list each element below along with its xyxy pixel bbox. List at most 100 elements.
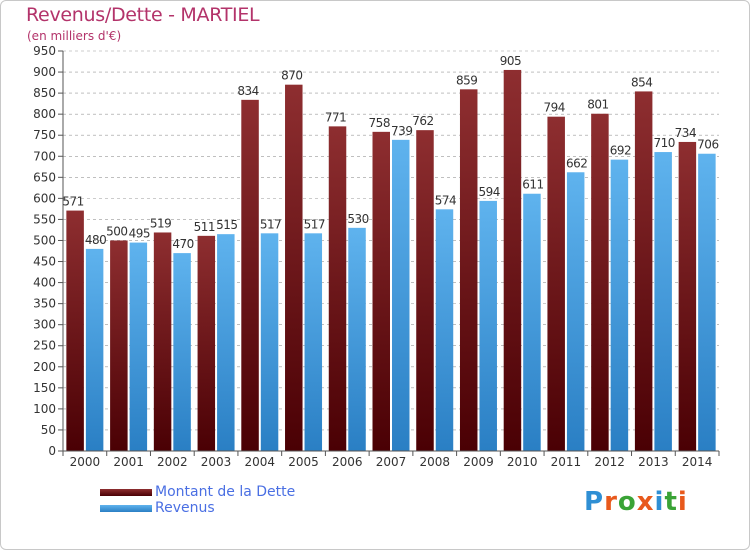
data-label-dette: 734	[675, 126, 696, 140]
axes	[62, 51, 719, 452]
data-label-dette: 870	[281, 69, 302, 83]
bar-dette	[241, 99, 259, 451]
y-tick-label: 850	[33, 86, 56, 100]
data-label-dette: 511	[194, 220, 215, 234]
y-tick-label: 500	[33, 233, 56, 247]
plot-area	[63, 51, 719, 451]
legend-label-dette: Montant de la Dette	[155, 484, 296, 500]
bar-dette	[591, 113, 609, 451]
plot-background	[63, 51, 719, 451]
data-label-revenus: 517	[260, 217, 281, 231]
bar-revenus	[392, 139, 410, 451]
x-tick-label: 2004	[245, 455, 276, 469]
x-tick-label: 2005	[288, 455, 319, 469]
y-tick-label: 950	[33, 44, 56, 58]
y-tick-label: 750	[33, 128, 56, 142]
data-label-dette: 905	[500, 54, 521, 68]
data-label-revenus: 515	[216, 218, 237, 232]
bar-revenus	[610, 159, 629, 451]
bar-revenus	[435, 209, 454, 451]
logo-letter: i	[654, 487, 665, 517]
y-tick-label: 100	[33, 402, 56, 416]
data-label-revenus: 662	[566, 156, 587, 170]
data-label-revenus: 710	[653, 136, 674, 150]
y-tick-label: 650	[33, 170, 56, 184]
x-tick-label: 2014	[682, 455, 713, 469]
data-label-revenus: 692	[610, 144, 631, 158]
legend-label-revenus: Revenus	[155, 500, 215, 516]
x-tick-label: 2008	[419, 455, 450, 469]
chart-title: Revenus/Dette - MARTIEL	[26, 4, 260, 26]
y-tick-label: 250	[33, 339, 56, 353]
x-tick-label: 2000	[70, 455, 101, 469]
bar-dette	[503, 69, 522, 452]
data-label-dette: 859	[456, 73, 477, 87]
data-label-revenus: 470	[172, 237, 193, 251]
y-tick-label: 450	[33, 255, 56, 269]
logo-letter: r	[604, 487, 618, 517]
bar-dette	[678, 141, 697, 451]
logo-letter: x	[636, 487, 655, 517]
data-label-dette: 758	[369, 116, 390, 130]
y-tick-label: 550	[33, 212, 56, 226]
x-tick-label: 2010	[507, 455, 538, 469]
data-label-dette: 771	[325, 110, 346, 124]
legend-swatch-dette	[100, 489, 152, 496]
bar-dette	[372, 131, 390, 451]
bar-dette	[459, 89, 478, 451]
x-tick-label: 2012	[594, 455, 625, 469]
x-tick-label: 2006	[332, 455, 363, 469]
bar-revenus	[260, 233, 279, 451]
bar-revenus	[348, 227, 366, 451]
chart-subtitle: (en milliers d'€)	[27, 29, 122, 43]
bar-revenus	[217, 234, 235, 451]
y-tick-label: 400	[33, 276, 56, 290]
data-label-revenus: 594	[479, 185, 500, 199]
x-tick-label: 2007	[376, 455, 407, 469]
logo-letter: t	[664, 487, 678, 517]
data-label-dette: 794	[543, 101, 564, 115]
data-label-dette: 762	[412, 114, 433, 128]
data-label-revenus: 517	[304, 217, 325, 231]
data-label-revenus: 706	[697, 138, 718, 152]
bar-revenus	[698, 153, 716, 451]
y-tick-label: 900	[33, 65, 56, 79]
bar-revenus	[479, 200, 497, 451]
y-tick-label: 200	[33, 360, 56, 374]
bar-dette	[197, 235, 216, 451]
bar-dette	[66, 210, 84, 451]
data-label-revenus: 530	[347, 212, 368, 226]
data-label-dette: 854	[631, 75, 652, 89]
logo-letter: P	[584, 487, 605, 517]
y-tick-label: 300	[33, 318, 56, 332]
data-label-revenus: 574	[435, 193, 456, 207]
bar-dette	[416, 130, 434, 451]
bar-revenus	[304, 233, 323, 451]
x-axis-ticks: 2000 2001 2002 2003 2004 2005 2006 2007 2008 2009…	[62, 451, 720, 469]
bar-dette	[285, 84, 303, 452]
bar-dette	[328, 126, 347, 452]
bar-dette	[634, 91, 653, 451]
bar-dette	[110, 240, 128, 451]
logo-letter: o	[617, 487, 637, 517]
x-tick-label: 2013	[638, 455, 669, 469]
data-label-dette: 834	[237, 84, 258, 98]
bar-revenus	[566, 172, 585, 451]
y-axis-ticks: 0 50 100 150 200 250 300 350 400 450 500 550 600 650 7…	[33, 44, 63, 458]
y-tick-label: 150	[33, 381, 56, 395]
logo-letter: i	[677, 487, 688, 517]
x-tick-label: 2011	[551, 455, 582, 469]
x-tick-label: 2001	[113, 455, 144, 469]
data-label-dette: 500	[106, 224, 127, 238]
bar-revenus	[129, 242, 148, 451]
data-label-revenus: 495	[129, 227, 150, 241]
y-tick-label: 350	[33, 297, 56, 311]
bar-revenus	[173, 253, 191, 451]
y-tick-label: 700	[33, 149, 56, 163]
proxiti-logo: Proxiti	[584, 487, 688, 517]
data-label-dette: 571	[62, 195, 83, 209]
x-tick-label: 2003	[201, 455, 232, 469]
bar-dette	[547, 116, 565, 452]
legend-swatch-revenus	[100, 505, 152, 512]
